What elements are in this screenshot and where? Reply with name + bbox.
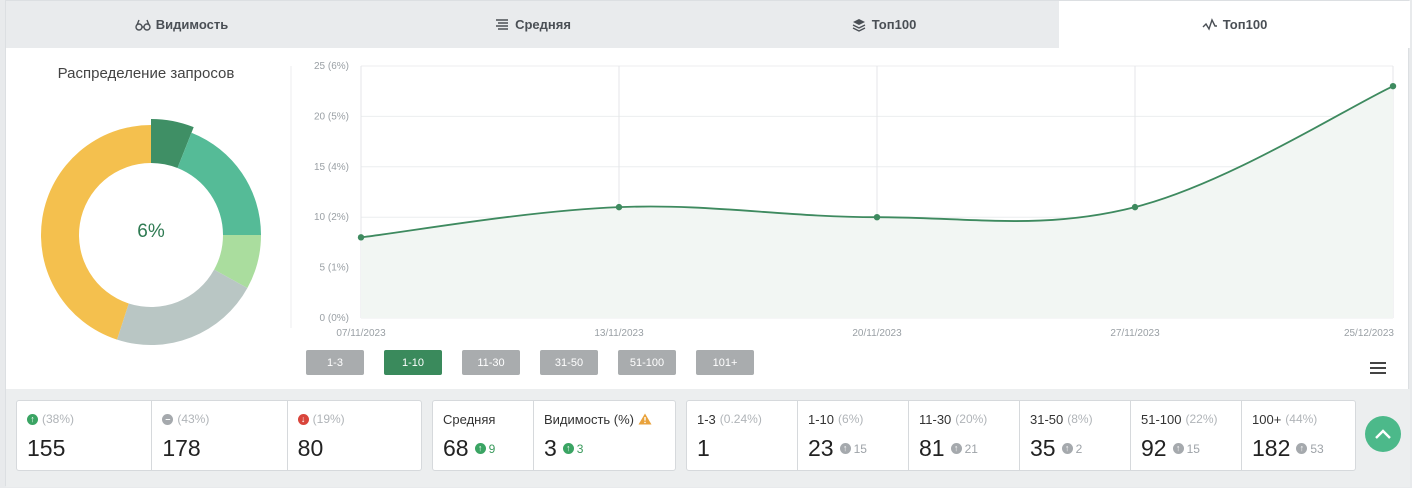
up-circle-icon: ↑ <box>1172 443 1184 454</box>
donut-chart: 6% <box>31 109 271 354</box>
y-tick-label: 25 (6%) <box>314 61 349 72</box>
improved-count: 155 <box>27 435 66 461</box>
avg-visibility-card: Средняя 68 ↑ 9 Видимость (%) 3 ↑ 3 <box>432 400 676 471</box>
top-cell-11-30: 11-30 (20%) 81 ↑ 21 <box>909 401 1020 470</box>
range-button-31-50[interactable]: 31-50 <box>540 350 598 375</box>
donut-segment[interactable] <box>41 125 151 340</box>
visibility-value: 3 <box>544 435 557 461</box>
data-point[interactable] <box>357 234 365 241</box>
tab-label: Средняя <box>515 17 571 32</box>
hamburger-menu-icon[interactable] <box>1370 362 1386 376</box>
series-area <box>361 86 1393 318</box>
avg-label: Средняя <box>443 411 496 427</box>
up-circle-icon: ↑ <box>1296 443 1308 454</box>
tab-visibility[interactable]: Видимость <box>6 1 357 48</box>
range-button-1-10[interactable]: 1-10 <box>384 350 442 375</box>
improved-cell: ↑ (38%) 155 <box>17 401 153 470</box>
activity-icon <box>1202 17 1217 31</box>
top-cell-100-plus: 100+ (44%) 182 ↑ 53 <box>1252 411 1324 462</box>
y-tick-label: 15 (4%) <box>314 162 349 173</box>
worsened-count: 80 <box>297 435 324 461</box>
warning-icon[interactable] <box>638 413 652 425</box>
range-selector: 1-3 1-10 11-30 31-50 51-100 101+ <box>306 350 754 375</box>
tab-average[interactable]: Средняя <box>357 1 708 48</box>
glasses-icon <box>135 19 151 31</box>
x-tick-label: 27/11/2023 <box>1110 328 1160 339</box>
worsened-cell: ↓ (19%) 80 <box>288 401 421 470</box>
layers-icon <box>852 18 865 32</box>
scroll-to-top-button[interactable] <box>1365 416 1401 452</box>
tab-top100[interactable]: Топ100 <box>708 1 1059 48</box>
position-changes-card: ↑ (38%) 155 – (43%) 178 ↓ (19%) 80 <box>16 400 422 471</box>
x-tick-label: 20/11/2023 <box>852 328 902 339</box>
chevron-up-icon <box>1375 429 1391 439</box>
top-cell-31-50: 31-50 (8%) 35 ↑ 2 <box>1020 401 1131 470</box>
x-tick-label: 13/11/2023 <box>594 328 644 339</box>
visibility-cell: Видимость (%) 3 ↑ 3 <box>534 401 675 470</box>
y-tick-label: 0 (0%) <box>320 313 349 324</box>
y-tick-label: 5 (1%) <box>320 263 349 274</box>
up-circle-icon: ↑ <box>950 443 962 454</box>
data-point[interactable] <box>873 214 881 221</box>
top-cell-51-100: 51-100 (22%) 92 ↑ 15 <box>1131 401 1242 470</box>
top-positions-card: 1-3 (0.24%) 1 1-10 (6%) 23 ↑ 15 11-30 (20%) 8… <box>686 400 1356 471</box>
data-point[interactable] <box>1389 82 1397 90</box>
minus-circle-icon: – <box>162 413 174 425</box>
up-circle-icon: ↑ <box>1061 443 1073 454</box>
unchanged-cell: – (43%) 178 <box>152 401 288 470</box>
report-panel: Видимость Средняя Топ100 Топ100 Распреде… <box>5 0 1410 487</box>
y-tick-label: 20 (5%) <box>314 111 349 122</box>
tab-label: Видимость <box>155 17 229 32</box>
donut-segment[interactable] <box>151 119 194 169</box>
range-button-1-3[interactable]: 1-3 <box>306 350 364 375</box>
range-button-51-100[interactable]: 51-100 <box>618 350 676 375</box>
x-tick-label: 07/11/2023 <box>336 328 386 339</box>
lines-icon <box>496 18 509 30</box>
up-circle-icon: ↑ <box>27 413 38 425</box>
data-point[interactable] <box>615 203 623 211</box>
up-circle-icon: ↑ <box>474 443 486 454</box>
unchanged-count: 178 <box>162 435 201 461</box>
tab-label: Топ100 <box>871 17 917 32</box>
tab-top100-dynamics[interactable]: Топ100 <box>1059 1 1410 48</box>
line-chart: 0 (0%) 5 (1%) 10 (2%) 15 (4%) 20 (5%) 25 (6%)… <box>290 61 1397 339</box>
range-button-101-plus[interactable]: 101+ <box>696 350 754 375</box>
tab-bar: Видимость Средняя Топ100 Топ100 <box>6 1 1410 48</box>
x-tick-label: 25/12/2023 <box>1344 328 1394 339</box>
up-circle-icon: ↑ <box>562 443 574 454</box>
donut-center-value: 6% <box>137 221 165 242</box>
donut-segment[interactable] <box>117 269 248 345</box>
top-cell-1-10: 1-10 (6%) 23 ↑ 15 <box>798 401 909 470</box>
donut-title: Распределение запросов <box>57 65 235 82</box>
range-button-11-30[interactable]: 11-30 <box>462 350 520 375</box>
tab-label: Топ100 <box>1222 17 1268 32</box>
up-circle-icon: ↑ <box>839 443 851 454</box>
avg-value: 68 <box>443 435 469 461</box>
data-point[interactable] <box>1131 203 1139 211</box>
y-tick-label: 10 (2%) <box>314 212 349 223</box>
donut-segment[interactable] <box>214 235 261 288</box>
down-circle-icon: ↓ <box>297 413 309 425</box>
donut-segment[interactable] <box>177 132 261 235</box>
top-cell-1-3: 1-3 (0.24%) 1 <box>687 401 798 470</box>
stats-bar: ↑ (38%) 155 – (43%) 178 ↓ (19%) 80 Средняя … <box>6 389 1410 487</box>
avg-position-cell: Средняя 68 ↑ 9 <box>433 401 534 470</box>
visibility-label: Видимость (%) <box>544 411 635 427</box>
